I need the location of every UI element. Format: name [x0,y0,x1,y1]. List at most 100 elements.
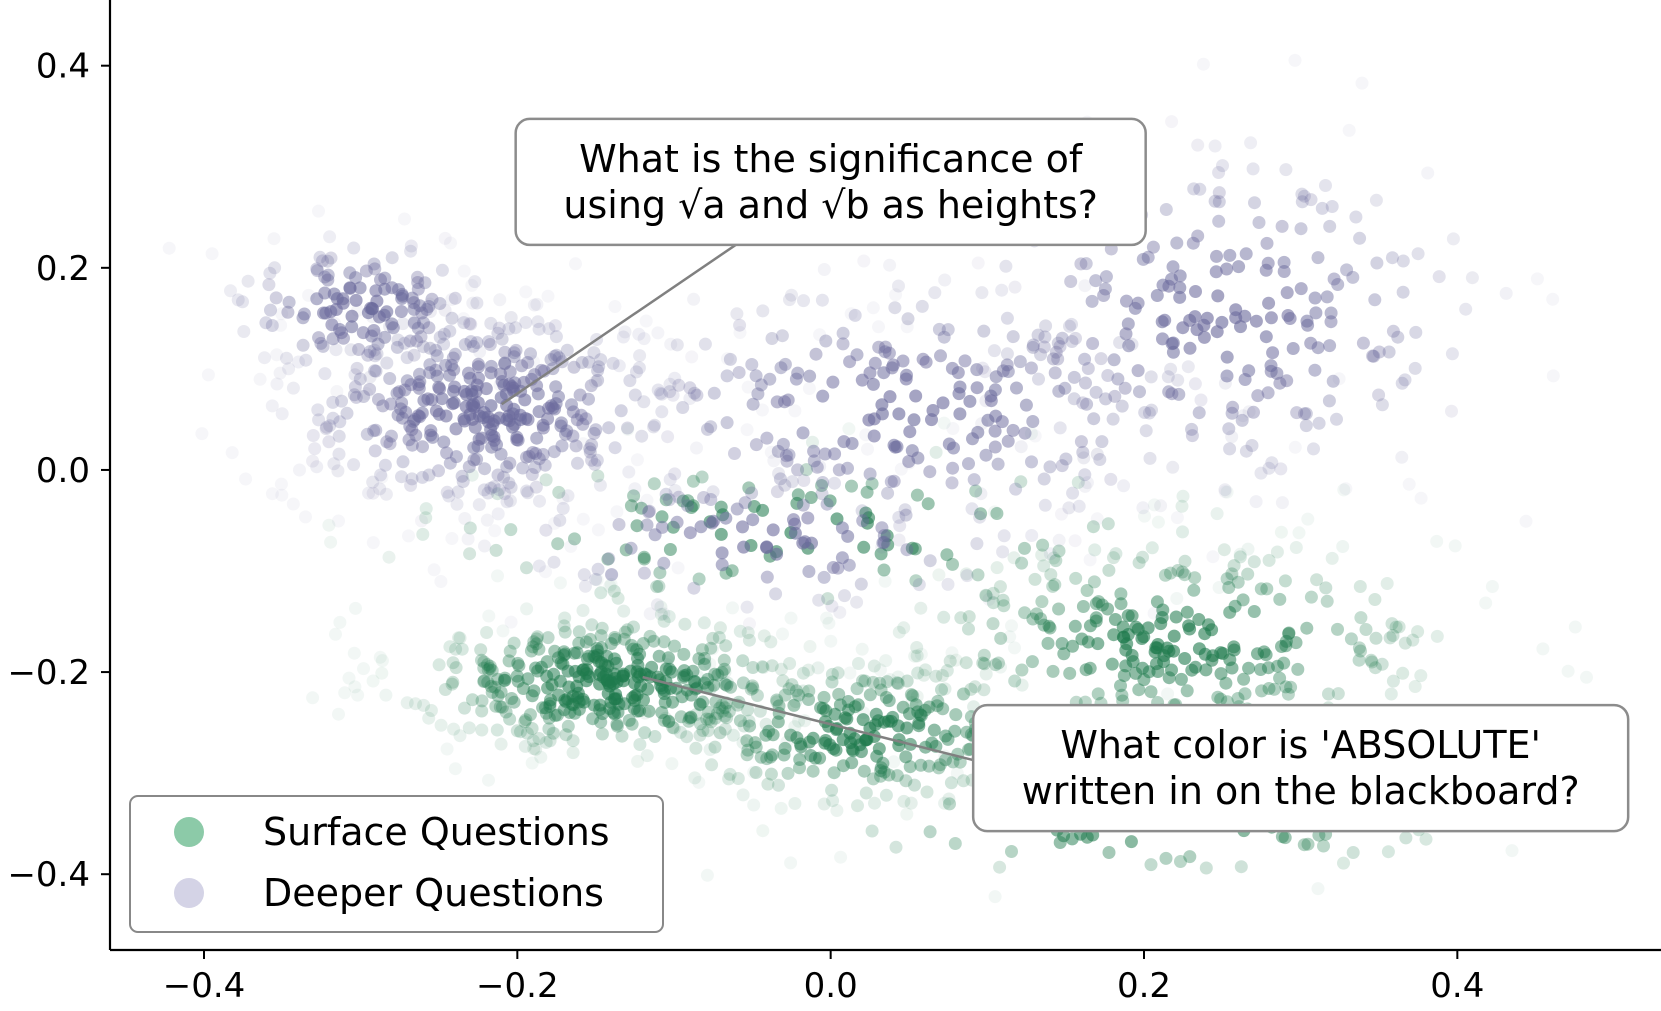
data-point [1191,229,1205,243]
data-point [1227,559,1241,573]
data-point [484,366,498,380]
data-point [686,664,700,678]
data-point [340,406,354,420]
data-point [683,526,697,540]
data-point [1238,687,1252,701]
data-point [383,372,397,385]
data-point [868,796,881,810]
data-point [1088,543,1102,557]
data-point [561,489,575,503]
data-point [417,316,430,330]
data-point [1375,657,1389,671]
data-point [275,407,289,421]
data-point [765,748,779,762]
data-point [778,357,792,371]
data-point [892,625,906,639]
data-point [1332,372,1346,386]
data-point [932,322,946,336]
data-point [306,454,320,468]
data-point [361,306,375,320]
data-point [435,392,449,406]
data-point [1297,838,1311,852]
data-point [736,520,749,534]
data-point [449,422,463,436]
data-point [445,677,459,691]
data-point [922,759,936,773]
data-point [333,323,347,336]
data-point [331,464,345,478]
data-point [534,660,548,674]
data-point [527,298,541,312]
data-point [1292,526,1306,540]
data-point [855,504,869,518]
data-point [516,461,530,475]
data-point [531,630,544,644]
data-point [783,657,797,670]
data-point [820,611,834,625]
data-point [541,412,555,426]
data-point [616,330,630,344]
legend-marker-deeper [174,878,204,908]
data-point [908,778,921,792]
data-point [666,520,680,534]
data-point [1049,345,1063,359]
data-point [832,687,846,701]
data-point [1322,687,1335,701]
data-point [1297,189,1311,203]
data-point [1005,619,1018,633]
data-point [1324,315,1338,329]
data-point [475,723,489,737]
data-point [587,426,601,440]
data-point [719,639,733,653]
data-point [296,311,310,325]
data-point [1446,232,1460,246]
data-point [1235,413,1249,427]
data-point [688,771,702,785]
data-point [713,701,727,715]
data-point [605,698,619,712]
data-point [446,351,460,365]
data-point [397,336,411,350]
data-point [1409,325,1423,339]
data-point [509,343,523,357]
data-point [1172,387,1186,401]
data-point [863,688,877,702]
data-point [806,764,820,778]
data-point [928,286,942,300]
data-point [993,580,1007,594]
data-point [1320,594,1334,608]
data-point [349,271,363,285]
data-point [772,778,785,792]
data-point [575,356,589,369]
data-point [666,695,679,709]
data-point [1171,373,1185,387]
data-point [539,735,553,749]
data-point [894,462,908,476]
data-point [1080,476,1094,490]
data-point [745,679,759,693]
data-point [542,322,556,336]
data-point [363,370,377,384]
data-point [538,458,552,472]
data-point [812,593,826,607]
data-point [493,293,507,307]
data-point [905,444,919,458]
data-point [1241,542,1255,556]
data-point [687,581,701,595]
data-point [338,686,352,700]
data-point [1018,606,1032,620]
data-point [721,352,734,366]
data-point [877,715,891,729]
data-point [807,454,821,468]
data-point [1183,341,1197,355]
data-point [1295,187,1309,201]
data-point [662,610,676,623]
data-point [414,330,428,344]
data-point [1090,512,1104,526]
data-point [707,386,721,400]
data-point [576,512,590,526]
data-point [1419,832,1433,846]
data-point [376,399,390,413]
data-point [637,332,651,346]
